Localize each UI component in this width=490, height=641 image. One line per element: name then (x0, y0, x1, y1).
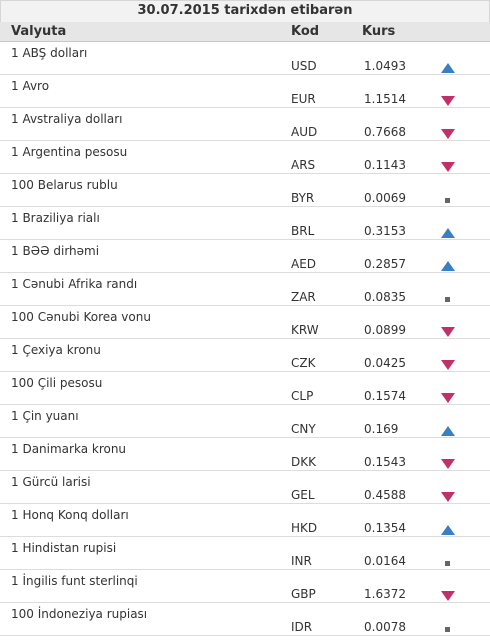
currency-name: 1 Braziliya rialı (11, 211, 100, 225)
exchange-rate: 0.0069 (364, 191, 406, 205)
currency-name: 1 BƏƏ dirhəmi (11, 244, 100, 258)
exchange-rate: 0.169 (364, 422, 399, 436)
exchange-rate: 0.1543 (364, 455, 406, 469)
table-row: 100 İndoneziya rupiası IDR 0.0078 (0, 603, 490, 636)
table-row: 100 Çili pesosu CLP 0.1574 (0, 372, 490, 405)
exchange-rate: 0.3153 (364, 224, 406, 238)
table-row: 1 Avstraliya dolları AUD 0.7668 (0, 108, 490, 141)
trend-down-icon (440, 128, 456, 140)
currency-code: CLP (291, 389, 314, 403)
currency-code: BRL (291, 224, 315, 238)
currency-name: 1 İngilis funt sterlinqi (11, 574, 138, 588)
currency-name: 1 Çin yuanı (11, 409, 79, 423)
currency-name: 1 ABŞ dolları (11, 46, 88, 60)
currency-code: BYR (291, 191, 315, 205)
currency-code: AUD (291, 125, 318, 139)
trend-down-icon (440, 359, 456, 371)
table-row: 1 Çin yuanı CNY 0.169 (0, 405, 490, 438)
trend-unchanged-icon (440, 623, 456, 635)
table-row: 1 ABŞ dolları USD 1.0493 (0, 42, 490, 75)
table-row: 1 Braziliya rialı BRL 0.3153 (0, 207, 490, 240)
exchange-rate: 0.1143 (364, 158, 406, 172)
table-row: 100 Cənubi Korea vonu KRW 0.0899 (0, 306, 490, 339)
trend-down-icon (440, 326, 456, 338)
column-header-currency: Valyuta (11, 24, 67, 39)
currency-code: IDR (291, 620, 313, 634)
exchange-rate: 0.7668 (364, 125, 406, 139)
trend-up-icon (440, 260, 456, 272)
currency-code: GBP (291, 587, 316, 601)
exchange-rate: 0.4588 (364, 488, 406, 502)
trend-down-icon (440, 590, 456, 602)
currency-code: DKK (291, 455, 316, 469)
exchange-rate: 0.0835 (364, 290, 406, 304)
currency-code: CNY (291, 422, 316, 436)
currency-code: EUR (291, 92, 316, 106)
table-row: 1 Danimarka kronu DKK 0.1543 (0, 438, 490, 471)
currency-code: HKD (291, 521, 318, 535)
currency-name: 1 Gürcü larisi (11, 475, 91, 489)
exchange-rate: 0.1574 (364, 389, 406, 403)
table-row: 1 BƏƏ dirhəmi AED 0.2857 (0, 240, 490, 273)
exchange-rate: 0.1354 (364, 521, 406, 535)
rates-table-body: 1 ABŞ dolları USD 1.0493 1 Avro EUR 1.1514 1 A… (0, 42, 490, 636)
table-row: 1 Avro EUR 1.1514 (0, 75, 490, 108)
currency-name: 100 İndoneziya rupiası (11, 607, 148, 621)
column-header-code: Kod (291, 24, 320, 39)
trend-down-icon (440, 161, 456, 173)
currency-name: 1 Hindistan rupisi (11, 541, 117, 555)
exchange-rate: 0.0164 (364, 554, 406, 568)
exchange-rate: 0.0078 (364, 620, 406, 634)
column-header-rate: Kurs (362, 24, 396, 39)
currency-name: 1 Avro (11, 79, 50, 93)
trend-unchanged-icon (440, 557, 456, 569)
table-row: 1 Honq Konq dolları HKD 0.1354 (0, 504, 490, 537)
trend-unchanged-icon (440, 293, 456, 305)
currency-name: 1 Çexiya kronu (11, 343, 101, 357)
currency-name: 1 Danimarka kronu (11, 442, 127, 456)
currency-name: 1 Argentina pesosu (11, 145, 128, 159)
trend-up-icon (440, 227, 456, 239)
trend-down-icon (440, 392, 456, 404)
table-row: 1 Hindistan rupisi INR 0.0164 (0, 537, 490, 570)
table-header: Valyuta Kod Kurs (0, 22, 490, 42)
table-row: 100 Belarus rublu BYR 0.0069 (0, 174, 490, 207)
trend-up-icon (440, 425, 456, 437)
exchange-rate: 1.0493 (364, 59, 406, 73)
exchange-rate: 1.6372 (364, 587, 406, 601)
currency-code: AED (291, 257, 317, 271)
currency-name: 1 Honq Konq dolları (11, 508, 129, 522)
trend-unchanged-icon (440, 194, 456, 206)
currency-name: 1 Cənubi Afrika randı (11, 277, 138, 291)
currency-name: 100 Belarus rublu (11, 178, 118, 192)
table-row: 1 Argentina pesosu ARS 0.1143 (0, 141, 490, 174)
table-row: 1 Gürcü larisi GEL 0.4588 (0, 471, 490, 504)
date-title: 30.07.2015 tarixdən etibarən (0, 0, 490, 22)
currency-code: ARS (291, 158, 316, 172)
table-row: 1 Çexiya kronu CZK 0.0425 (0, 339, 490, 372)
exchange-rate: 1.1514 (364, 92, 406, 106)
currency-code: KRW (291, 323, 319, 337)
trend-down-icon (440, 95, 456, 107)
trend-up-icon (440, 62, 456, 74)
exchange-rate: 0.0425 (364, 356, 406, 370)
currency-name: 1 Avstraliya dolları (11, 112, 123, 126)
trend-up-icon (440, 524, 456, 536)
currency-code: USD (291, 59, 317, 73)
table-row: 1 Cənubi Afrika randı ZAR 0.0835 (0, 273, 490, 306)
currency-code: CZK (291, 356, 316, 370)
currency-name: 100 Çili pesosu (11, 376, 103, 390)
currency-code: INR (291, 554, 312, 568)
exchange-rate: 0.0899 (364, 323, 406, 337)
currency-code: GEL (291, 488, 315, 502)
exchange-rate: 0.2857 (364, 257, 406, 271)
currency-name: 100 Cənubi Korea vonu (11, 310, 151, 324)
currency-code: ZAR (291, 290, 316, 304)
table-row: 1 İngilis funt sterlinqi GBP 1.6372 (0, 570, 490, 603)
trend-down-icon (440, 458, 456, 470)
trend-down-icon (440, 491, 456, 503)
